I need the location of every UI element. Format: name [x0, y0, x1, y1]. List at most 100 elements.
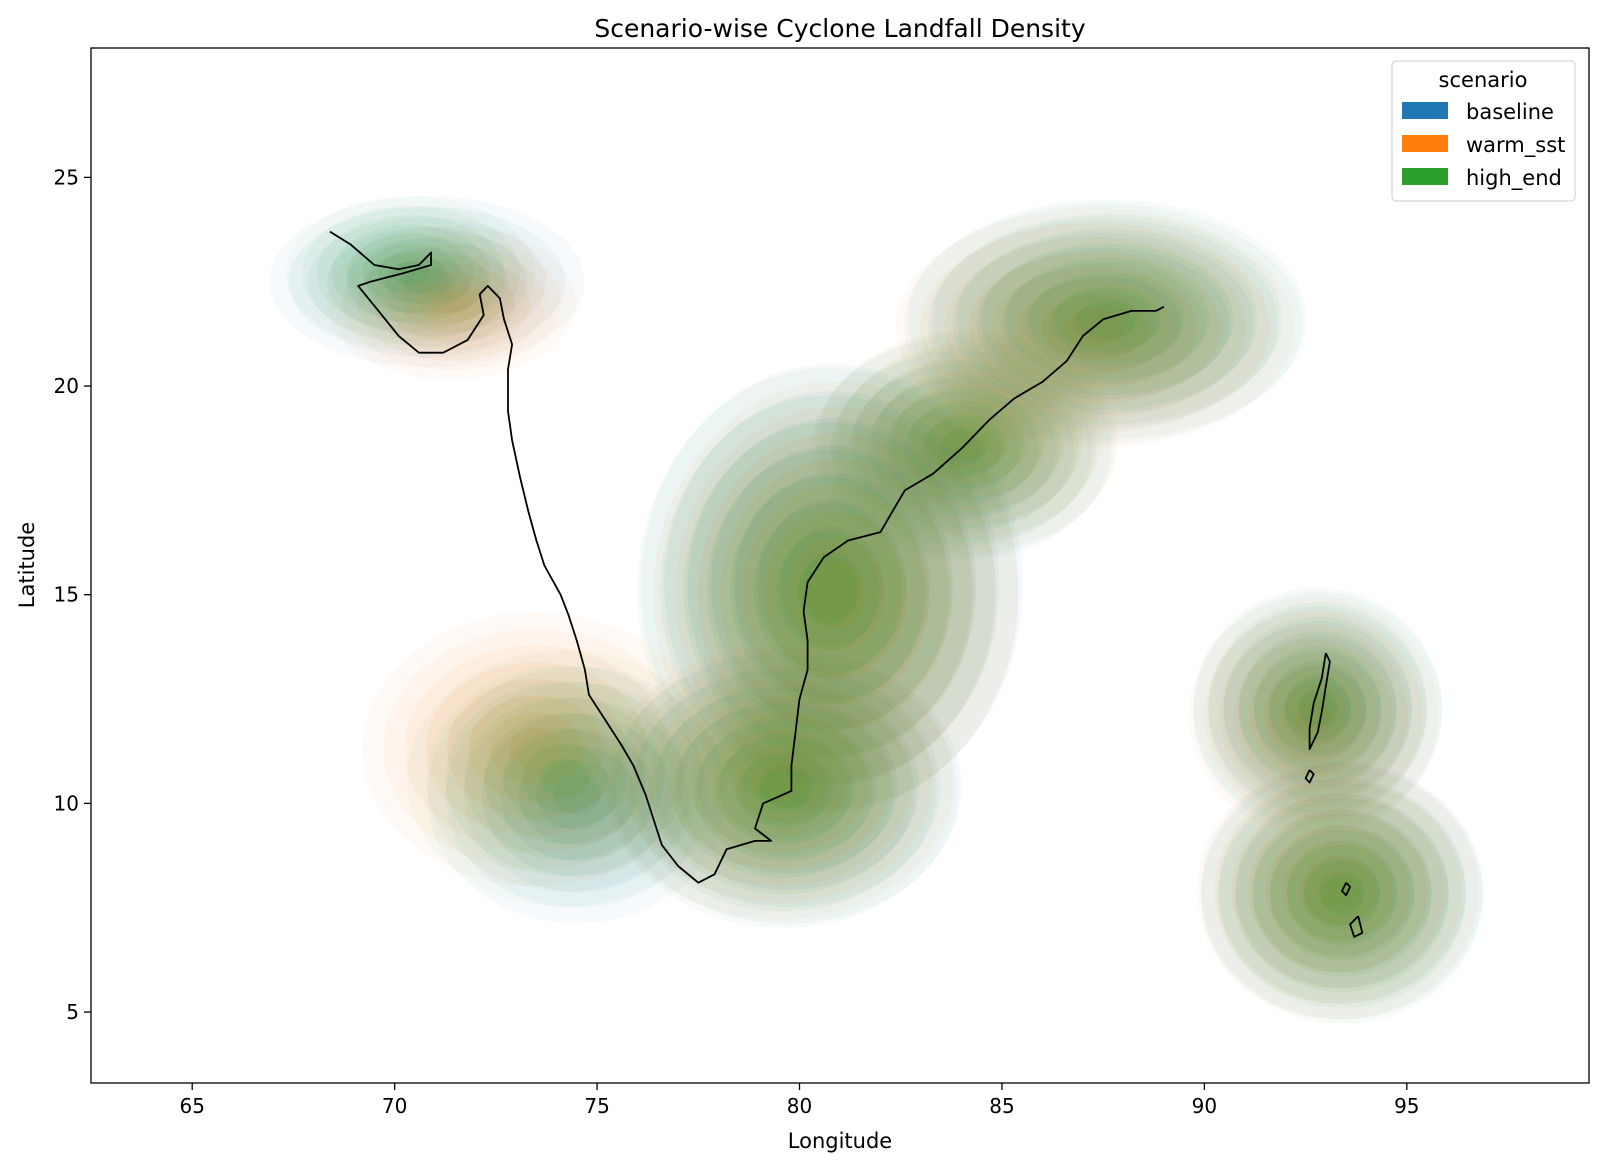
density-contour	[903, 203, 1303, 444]
density-contour	[1265, 669, 1363, 763]
density-contour	[952, 232, 1254, 415]
density-contour	[1248, 809, 1428, 973]
density-contour	[1029, 272, 1185, 367]
density-contour	[1076, 300, 1139, 338]
x-tick-label: 85	[989, 1094, 1014, 1118]
density-contour	[489, 712, 584, 786]
density-contour	[719, 733, 856, 841]
density-contour	[675, 406, 997, 783]
density-contour	[993, 266, 1198, 389]
density-contour	[402, 268, 452, 296]
density-contour	[468, 695, 605, 803]
density-contour	[1282, 840, 1394, 942]
density-contour	[895, 207, 1295, 448]
density-contour	[1196, 762, 1480, 1020]
density-contour	[664, 391, 1000, 782]
density-contour	[503, 728, 627, 829]
density-contour	[483, 712, 646, 845]
density-contour	[425, 662, 647, 836]
density-contour	[1284, 679, 1352, 744]
density-contour	[1253, 650, 1382, 773]
density-contour	[651, 687, 916, 895]
density-contour	[365, 248, 489, 316]
density-contour	[1200, 766, 1484, 1024]
legend-swatch-baseline	[1402, 102, 1448, 119]
density-contour	[1269, 829, 1415, 961]
density-contour	[968, 251, 1222, 404]
legend-title: scenario	[1439, 68, 1528, 92]
density-contour	[1253, 646, 1382, 769]
coastline-island	[1341, 882, 1351, 897]
density-contour	[445, 682, 709, 908]
legend-swatch-high-end	[1402, 168, 1448, 185]
density-contour	[1223, 621, 1412, 803]
density-contour	[757, 499, 907, 674]
density-contour	[540, 758, 590, 799]
density-contour	[1286, 845, 1398, 946]
density-contour	[387, 263, 516, 343]
density-contour	[694, 720, 873, 861]
density-contour	[1223, 616, 1412, 798]
density-contour	[1252, 813, 1432, 977]
density-contour	[553, 775, 601, 816]
density-contour	[518, 744, 636, 846]
y-tick-label: 5	[66, 1000, 79, 1024]
density-contour	[1269, 664, 1367, 759]
density-contour	[464, 696, 665, 860]
plot-frame	[90, 47, 1590, 1084]
density-contour	[944, 237, 1246, 419]
density-contour	[362, 243, 460, 304]
density-contour	[653, 380, 1019, 809]
coastline-island	[1349, 915, 1364, 938]
density-contour	[641, 363, 1023, 809]
density-contour	[753, 503, 903, 678]
density-contour	[626, 662, 933, 903]
density-contour	[660, 395, 996, 786]
density-contour	[1231, 793, 1445, 989]
density-contour	[1025, 276, 1181, 371]
density-contour	[331, 224, 490, 323]
density-contour	[1284, 675, 1352, 740]
density-contour	[1005, 257, 1210, 381]
density-contour	[536, 760, 617, 830]
density-contour	[1208, 602, 1428, 813]
x-tick-label: 75	[584, 1094, 609, 1118]
density-contour	[1320, 875, 1365, 916]
density-contour	[1304, 860, 1380, 930]
density-contour	[736, 754, 831, 828]
density-contour	[760, 765, 815, 809]
density-contour	[752, 761, 807, 804]
density-contour	[377, 252, 445, 295]
density-contour	[1238, 635, 1397, 788]
density-contour	[687, 418, 977, 755]
density-contour	[647, 679, 912, 887]
density-contour	[1298, 688, 1338, 727]
density-contour	[1315, 870, 1361, 912]
density-contour	[1269, 660, 1367, 755]
density-contour	[764, 511, 908, 679]
density-contour	[482, 713, 672, 877]
y-tick-label: 25	[54, 165, 79, 189]
density-contour	[715, 737, 852, 845]
density-contour	[500, 729, 654, 861]
density-contour	[932, 214, 1283, 425]
legend-frame	[1391, 60, 1576, 202]
density-contour	[426, 665, 704, 892]
y-axis: 5 10 15 20 25	[54, 165, 91, 1024]
chart-title: Scenario-wise Cyclone Landfall Density	[594, 14, 1085, 43]
density-contour	[956, 228, 1258, 410]
density-contour	[1300, 856, 1376, 926]
density-contour	[742, 485, 930, 705]
density-contour	[1053, 287, 1161, 352]
density-contour	[634, 666, 941, 907]
density-contour	[307, 217, 547, 347]
density-contour	[604, 645, 954, 920]
legend-label-warm-sst: warm_sst	[1466, 133, 1565, 158]
density-contour	[1001, 262, 1206, 385]
density-contour	[1280, 683, 1348, 748]
density-contour	[928, 218, 1279, 429]
density-contour	[697, 432, 975, 757]
density-contour	[404, 645, 669, 853]
density-contour	[976, 247, 1230, 400]
